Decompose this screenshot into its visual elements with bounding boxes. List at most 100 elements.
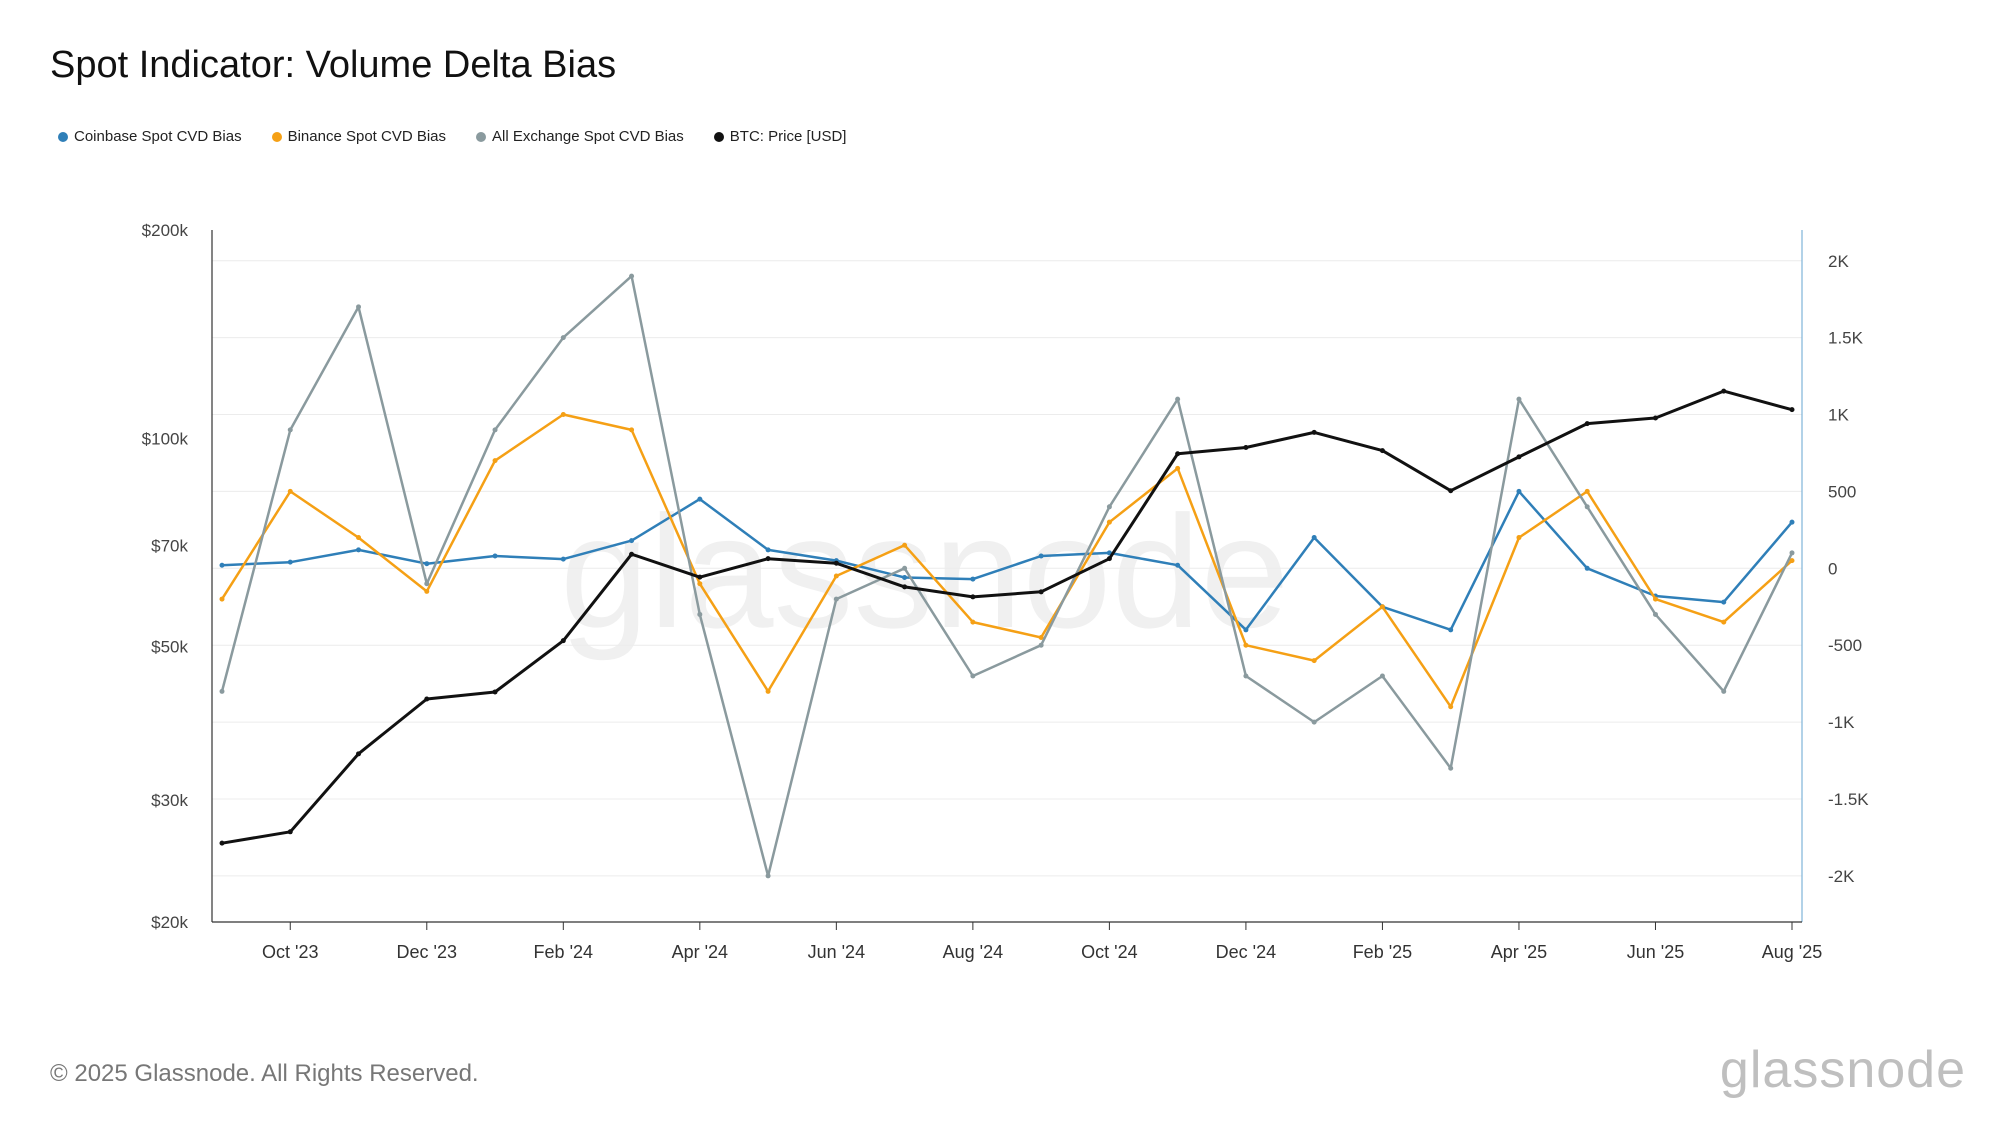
data-point [1448, 627, 1454, 633]
data-point [560, 638, 566, 644]
data-point [970, 619, 976, 625]
data-point [560, 412, 566, 418]
legend-item-coinbase[interactable]: Coinbase Spot CVD Bias [58, 128, 242, 145]
data-point [219, 562, 225, 568]
left-axis-tick-label: $30k [151, 791, 188, 810]
data-point [356, 751, 362, 757]
legend-label-binance: Binance Spot CVD Bias [287, 128, 447, 145]
data-point [1652, 611, 1658, 617]
data-point [1106, 556, 1112, 562]
brand-logo-text: glassnode [1719, 1041, 1966, 1099]
legend-dot-binance [271, 131, 282, 142]
data-point [219, 840, 225, 846]
data-point [1789, 519, 1795, 525]
legend-label-all-exchange: All Exchange Spot CVD Bias [492, 128, 684, 145]
x-axis-tick-label: Aug '24 [943, 942, 1004, 962]
legend-item-binance[interactable]: Binance Spot CVD Bias [271, 128, 447, 145]
series-line-all-exchange-spot-cvd-bias [220, 274, 1794, 878]
data-point [970, 673, 976, 679]
series-line-coinbase-spot-cvd-bias [221, 490, 1793, 632]
data-point [1448, 704, 1454, 710]
data-point [833, 573, 839, 579]
legend-item-all-exchange[interactable]: All Exchange Spot CVD Bias [476, 128, 684, 145]
data-point [492, 689, 498, 695]
data-point [219, 596, 225, 602]
data-point [287, 488, 293, 494]
right-axis-tick-label: -1K [1828, 713, 1855, 732]
data-point [629, 427, 635, 433]
data-point [833, 596, 839, 602]
data-point [1516, 454, 1522, 460]
data-point [1243, 627, 1249, 633]
data-point [492, 427, 498, 433]
data-point [1038, 553, 1044, 559]
data-point [492, 458, 498, 464]
x-axis-tick-label: Jun '25 [1627, 942, 1684, 962]
legend-label-coinbase: Coinbase Spot CVD Bias [74, 128, 242, 145]
data-point [1516, 396, 1522, 402]
data-point [1584, 565, 1590, 571]
data-point [1243, 673, 1249, 679]
data-point [1175, 396, 1181, 402]
data-point [1175, 562, 1181, 568]
data-point [697, 574, 703, 580]
data-point [1448, 488, 1454, 494]
data-point [1584, 488, 1590, 494]
right-axis-tick-label: -1.5K [1828, 790, 1869, 809]
data-point [629, 273, 635, 279]
data-point [1652, 596, 1658, 602]
data-point [219, 688, 225, 694]
data-point [1311, 658, 1317, 664]
data-point [356, 304, 362, 310]
left-axis-tick-label: $50k [151, 638, 188, 657]
data-point [902, 584, 908, 590]
data-point [765, 547, 771, 553]
data-point [287, 829, 293, 835]
series-layer [219, 273, 1795, 879]
legend-dot-coinbase [58, 131, 68, 142]
data-point [1721, 688, 1727, 694]
data-point [1311, 719, 1317, 725]
right-axis-tick-label: 1.5K [1828, 329, 1864, 348]
data-point [287, 559, 293, 565]
data-point [970, 576, 976, 582]
legend-label-btc-price: BTC: Price [USD] [729, 128, 847, 145]
data-point [1038, 635, 1044, 641]
x-axis-tick-label: Dec '24 [1216, 942, 1276, 962]
chart-title: Spot Indicator: Volume Delta Bias [50, 44, 617, 86]
right-axis-tick-label: -500 [1828, 636, 1862, 655]
right-axis-tick-label: 1K [1828, 406, 1849, 425]
data-point [765, 873, 771, 879]
series-line-binance-spot-cvd-bias [220, 413, 1793, 708]
data-point [1311, 535, 1317, 541]
data-point [902, 565, 908, 571]
data-point [1789, 558, 1795, 564]
x-axis-tick-label: Oct '24 [1081, 942, 1137, 962]
left-axis-tick-label: $70k [151, 537, 188, 556]
data-point [492, 553, 498, 559]
axes: -2K -1.5K -1K -500 0 500 1K 1.5K 2K $20k $30k $50k $… [142, 221, 1870, 962]
copyright-text: © 2025 Glassnode. All Rights Reserved. [50, 1060, 479, 1087]
left-axis-tick-label: $200k [142, 221, 189, 240]
data-point [1789, 407, 1795, 413]
right-axis-tick-label: 0 [1828, 559, 1837, 578]
x-axis-tick-label: Oct '23 [262, 942, 318, 962]
x-axis-tick-label: Dec '23 [397, 942, 457, 962]
data-point [560, 335, 566, 341]
data-point [1038, 642, 1044, 648]
right-axis-tick-label: 2K [1828, 252, 1849, 271]
data-point [1243, 444, 1249, 450]
data-point [1516, 488, 1522, 494]
legend-dot-all-exchange [476, 131, 487, 142]
data-point [356, 547, 362, 553]
data-point [970, 594, 976, 600]
data-point [697, 581, 703, 587]
data-point [424, 581, 430, 587]
data-point [833, 560, 839, 566]
data-point [629, 538, 635, 544]
data-point [765, 556, 771, 562]
right-axis-tick-label: 500 [1828, 482, 1856, 501]
data-point [356, 535, 362, 541]
legend-item-btc-price[interactable]: BTC: Price [USD] [713, 128, 847, 145]
data-point [765, 688, 771, 694]
